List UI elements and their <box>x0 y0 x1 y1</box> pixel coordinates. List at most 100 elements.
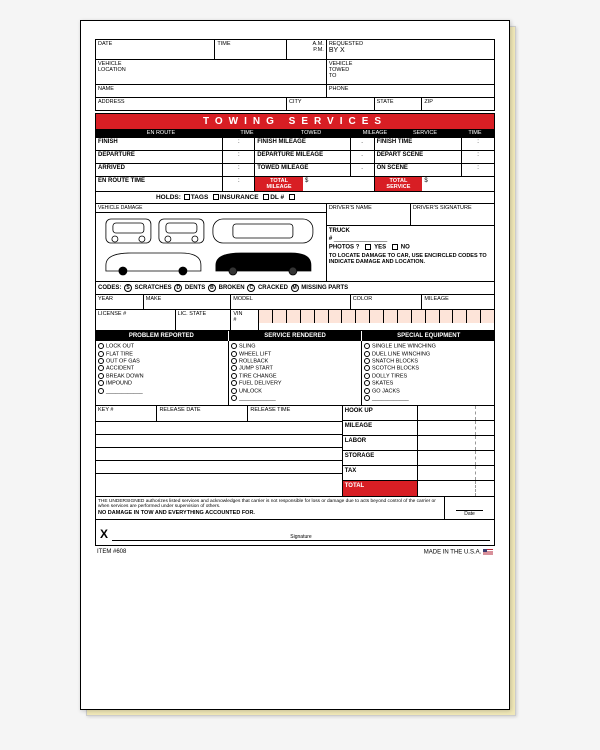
tags-label: TAGS <box>191 194 209 201</box>
list-item: SKATES <box>364 380 492 386</box>
option-circle[interactable] <box>231 380 237 386</box>
yes-label: YES <box>374 245 386 251</box>
enroute-time-label: EN ROUTE TIME <box>98 178 145 184</box>
option-circle[interactable] <box>231 343 237 349</box>
option-circle[interactable] <box>231 365 237 371</box>
option-circle[interactable] <box>98 343 104 349</box>
problem-header: PROBLEM REPORTED <box>95 331 229 341</box>
option-circle[interactable] <box>364 365 370 371</box>
date-label: DATE <box>98 41 112 47</box>
vin-box[interactable] <box>398 310 412 323</box>
vin-boxes[interactable] <box>259 310 494 330</box>
phone-label: PHONE <box>329 86 349 92</box>
service-header: SERVICE RENDERED <box>229 331 363 341</box>
blank-row <box>96 448 342 461</box>
blank-row <box>96 435 342 448</box>
disclaimer-row: THE UNDERSIGNED authorizes listed servic… <box>95 497 495 520</box>
list-item: ____________ <box>98 388 226 394</box>
option-circle[interactable] <box>231 351 237 357</box>
option-circle[interactable] <box>364 373 370 379</box>
option-circle[interactable] <box>231 395 237 401</box>
driver-panel: DRIVER'S NAME DRIVER'S SIGNATURE TRUCK #… <box>327 204 494 281</box>
vin-box[interactable] <box>259 310 273 323</box>
lic-state-label: LIC. STATE <box>176 310 232 330</box>
charge-cents[interactable] <box>476 406 494 420</box>
list-item: JUMP START <box>231 365 359 371</box>
charge-cents[interactable] <box>476 466 494 480</box>
vin-box[interactable] <box>440 310 454 323</box>
total-cents[interactable] <box>476 481 494 496</box>
list-item: GO JACKS <box>364 388 492 394</box>
option-circle[interactable] <box>364 358 370 364</box>
departure-label: DEPARTURE <box>98 152 135 158</box>
form-stack: DATE TIME A.M. P.M. REQUESTED BY X VEHIC… <box>80 20 520 720</box>
release-date-label: RELEASE DATE <box>157 406 248 421</box>
signature-x: X <box>100 527 108 541</box>
charge-amount[interactable] <box>418 406 476 420</box>
no-checkbox[interactable] <box>392 244 398 250</box>
disclaimer-text: THE UNDERSIGNED authorizes listed servic… <box>98 499 436 510</box>
vin-box[interactable] <box>453 310 467 323</box>
charge-cents[interactable] <box>476 436 494 450</box>
photos-label: PHOTOS ? <box>329 245 360 251</box>
vehicle-info-row: YEAR MAKE MODEL COLOR MILEAGE <box>95 295 495 310</box>
option-circle[interactable] <box>98 358 104 364</box>
charge-amount[interactable] <box>418 436 476 450</box>
list-item: ____________ <box>364 395 492 401</box>
charge-cents[interactable] <box>476 421 494 435</box>
footer-row: ITEM #608 MADE IN THE U.S.A. <box>95 546 495 556</box>
option-circle[interactable] <box>98 388 104 394</box>
vin-box[interactable] <box>301 310 315 323</box>
state-label: STATE <box>377 99 394 105</box>
hdr-time2: TIME <box>455 130 495 136</box>
option-circle[interactable] <box>364 395 370 401</box>
vin-box[interactable] <box>467 310 481 323</box>
yes-checkbox[interactable] <box>365 244 371 250</box>
mid-section: VEHICLE DAMAGE <box>95 204 495 282</box>
codes-row: CODES: S SCRATCHES D DENTS B BROKEN C CR… <box>95 282 495 295</box>
vin-box[interactable] <box>342 310 356 323</box>
vin-box[interactable] <box>315 310 329 323</box>
list-item: ____________ <box>231 395 359 401</box>
list-item: UNLOCK <box>231 388 359 394</box>
truck-label: TRUCK <box>329 228 350 234</box>
charge-amount[interactable] <box>418 421 476 435</box>
vin-box[interactable] <box>287 310 301 323</box>
option-circle[interactable] <box>364 388 370 394</box>
charge-cents[interactable] <box>476 451 494 465</box>
blank-checkbox[interactable] <box>289 194 295 200</box>
option-circle[interactable] <box>231 358 237 364</box>
option-circle[interactable] <box>98 365 104 371</box>
bottom-left: KEY # RELEASE DATE RELEASE TIME <box>96 406 343 496</box>
vin-box[interactable] <box>370 310 384 323</box>
option-circle[interactable] <box>231 373 237 379</box>
vin-box[interactable] <box>426 310 440 323</box>
option-circle[interactable] <box>231 388 237 394</box>
charge-label: TAX <box>343 466 419 480</box>
vin-box[interactable] <box>384 310 398 323</box>
total-amount[interactable] <box>418 481 476 496</box>
towing-services-banner: TOWING SERVICES <box>95 113 495 129</box>
option-circle[interactable] <box>364 343 370 349</box>
drivers-name-label: DRIVER'S NAME <box>327 204 411 225</box>
towed-to-label: VEHICLE TOWED TO <box>329 61 353 79</box>
vin-box[interactable] <box>412 310 426 323</box>
vin-box[interactable] <box>329 310 343 323</box>
option-circle[interactable] <box>98 380 104 386</box>
dollar2: $ <box>424 178 427 184</box>
option-circle[interactable] <box>364 380 370 386</box>
option-circle[interactable] <box>98 351 104 357</box>
charge-amount[interactable] <box>418 451 476 465</box>
vin-box[interactable] <box>356 310 370 323</box>
vin-box[interactable] <box>481 310 494 323</box>
tags-checkbox[interactable] <box>184 194 190 200</box>
charge-amount[interactable] <box>418 466 476 480</box>
towed-mileage-label: TOWED MILEAGE <box>257 165 308 171</box>
vin-box[interactable] <box>273 310 287 323</box>
address-label: ADDRESS <box>98 99 125 105</box>
option-circle[interactable] <box>98 373 104 379</box>
finish-mileage-label: FINISH MILEAGE <box>257 139 306 145</box>
option-circle[interactable] <box>364 351 370 357</box>
insurance-checkbox[interactable] <box>213 194 219 200</box>
dl-checkbox[interactable] <box>263 194 269 200</box>
